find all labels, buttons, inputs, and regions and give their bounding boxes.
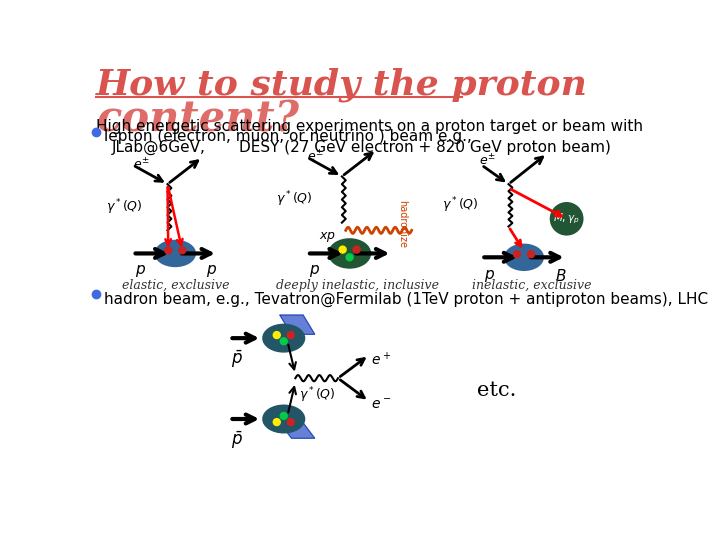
Text: elastic, exclusive: elastic, exclusive (122, 279, 229, 292)
Text: $\bar{p}$: $\bar{p}$ (231, 349, 243, 370)
Circle shape (280, 413, 287, 420)
Text: $\gamma^*(Q)$: $\gamma^*(Q)$ (106, 198, 143, 217)
Text: $e^{\pm}$: $e^{\pm}$ (479, 153, 495, 168)
Text: hadron beam, e.g., Tevatron@Fermilab (1TeV proton + antiproton beams), LHC: hadron beam, e.g., Tevatron@Fermilab (1T… (104, 292, 708, 307)
Text: $M,\gamma_p$: $M,\gamma_p$ (553, 212, 580, 226)
Ellipse shape (264, 406, 304, 432)
Circle shape (165, 247, 172, 254)
Circle shape (551, 204, 582, 234)
Circle shape (339, 246, 346, 253)
Text: JLab@6GeV,       DESY (27 GeV electron + 820 GeV proton beam): JLab@6GeV, DESY (27 GeV electron + 820 G… (112, 140, 611, 156)
Text: $e^{\pm}$: $e^{\pm}$ (307, 150, 323, 165)
Text: $p$: $p$ (135, 264, 146, 280)
Circle shape (287, 418, 294, 426)
Circle shape (346, 254, 353, 261)
Text: $p$: $p$ (484, 268, 495, 284)
Text: $p$: $p$ (310, 264, 320, 280)
Text: $\bar{p}$: $\bar{p}$ (231, 430, 243, 451)
Circle shape (280, 338, 287, 345)
Text: $p$: $p$ (206, 264, 217, 280)
Text: deeply inelastic, inclusive: deeply inelastic, inclusive (276, 279, 439, 292)
Text: $B$: $B$ (555, 268, 567, 284)
Ellipse shape (264, 325, 304, 351)
Text: etc.: etc. (477, 381, 517, 400)
Text: lepton (electron, muon, or neutrino ) beam e.g.,: lepton (electron, muon, or neutrino ) be… (104, 130, 472, 145)
Text: $e^{\pm}$: $e^{\pm}$ (132, 157, 149, 172)
Text: $\gamma^*(Q)$: $\gamma^*(Q)$ (442, 195, 479, 215)
Ellipse shape (330, 240, 370, 267)
Text: $\gamma^*(Q)$: $\gamma^*(Q)$ (276, 190, 312, 210)
Text: $e^+$: $e^+$ (372, 351, 392, 368)
Text: content?: content? (96, 99, 300, 141)
Text: hadronize: hadronize (397, 200, 408, 247)
Text: $\gamma^*(Q)$: $\gamma^*(Q)$ (300, 386, 336, 406)
Circle shape (528, 251, 534, 258)
Circle shape (274, 418, 280, 426)
Circle shape (513, 251, 521, 258)
Circle shape (274, 332, 280, 339)
Polygon shape (280, 423, 315, 438)
Text: $xp$: $xp$ (318, 231, 336, 244)
Ellipse shape (156, 241, 194, 266)
Circle shape (287, 332, 294, 339)
Text: inelastic, exclusive: inelastic, exclusive (472, 279, 592, 292)
Text: How to study the proton: How to study the proton (96, 67, 588, 102)
Circle shape (179, 247, 186, 254)
Ellipse shape (505, 245, 543, 269)
Polygon shape (280, 315, 315, 334)
Text: $e^-$: $e^-$ (372, 397, 392, 411)
Text: High energetic scattering experiments on a proton target or beam with: High energetic scattering experiments on… (96, 119, 643, 134)
Circle shape (353, 246, 360, 253)
